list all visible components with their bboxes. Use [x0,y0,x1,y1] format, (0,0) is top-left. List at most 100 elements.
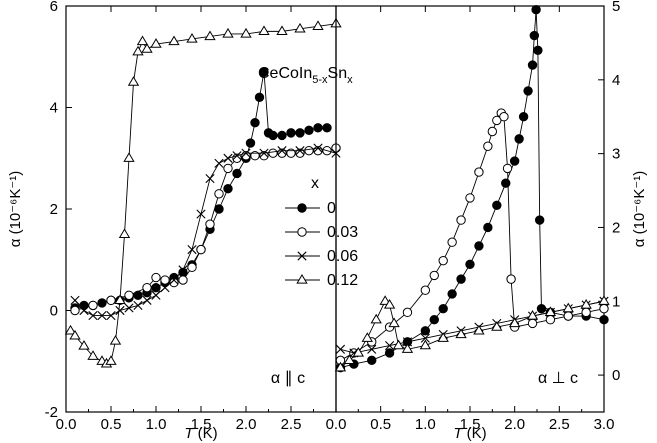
data-point [473,324,485,335]
left-panel: 0.0 0.5 1.0 1.5 2.0 2.5 -2 0 2 4 6 T (K) α (10⁻⁶K⁻¹)… [7,0,353,442]
data-point [304,125,314,136]
data-point [168,35,180,46]
data-point [379,295,391,305]
data-point [420,333,430,343]
panel-annotation: α ⊥ c [538,370,578,387]
data-point [499,112,509,122]
compound-label: CeCoIn5-xSnx [258,65,353,86]
data-point [581,307,591,318]
data-point [527,60,538,70]
data-point [169,277,179,288]
data-point [296,274,308,284]
y-axis-label: α (10⁻⁶K⁻¹) [631,171,648,248]
data-point [544,306,557,316]
data-point [223,153,233,163]
data-point [383,298,396,309]
data-point [268,130,278,141]
data-point [232,151,242,161]
legend-label: 0.03 [327,224,358,241]
y-tick-label: -2 [45,404,58,421]
data-point [429,270,439,281]
data-point [205,173,215,184]
data-point [509,156,520,166]
data-point [286,128,296,138]
data-point [545,315,556,325]
data-point [455,328,467,339]
data-point [367,344,377,354]
data-point [297,227,307,237]
data-point [136,35,149,46]
data-point [508,317,521,328]
x-tick-label: 2.0 [504,416,525,433]
data-point [151,272,161,283]
data-point [492,115,502,126]
x-tick-label: 1.5 [460,416,481,433]
x-tick-label: 2.5 [549,416,570,433]
data-point [465,259,475,270]
x-tick-label: 1.5 [191,416,212,433]
x-tick-label: 0.5 [101,416,122,433]
data-point [127,76,140,86]
data-point [297,203,307,213]
x-axis-label-unit: (K) [463,425,487,442]
data-point [438,303,448,314]
x-tick-label: 0.0 [326,416,347,433]
data-point [534,215,545,225]
data-point [487,126,498,137]
data-point [254,92,265,103]
data-point [483,222,493,233]
data-point [419,339,432,350]
x-tick-label: 2.0 [236,416,257,433]
data-point [401,343,414,353]
data-point [367,355,377,366]
x-axis-label: T (K) [453,425,486,442]
data-point [334,361,347,372]
data-point [151,290,161,300]
data-point [196,244,206,255]
y-tick-label: 0 [612,367,620,384]
data-point [563,311,573,321]
data-point [223,163,233,174]
data-point [114,294,126,304]
data-point [118,228,131,239]
data-point [447,289,457,299]
data-point [533,45,543,55]
y-tick-label: 6 [50,0,58,15]
data-point [88,300,98,311]
data-point [106,310,116,321]
data-point [599,303,609,314]
data-point [437,332,449,342]
data-point [142,282,152,293]
data-point [214,204,224,214]
data-point [506,274,516,284]
data-point [258,25,270,36]
data-point [132,45,144,56]
data-point [222,27,234,38]
legend-label: 0.12 [327,272,358,289]
y-tick-label: 0 [50,303,58,320]
data-point [402,337,413,347]
data-point [526,310,539,320]
data-point [178,265,188,275]
y-tick-label: 3 [612,146,620,163]
data-point [124,303,134,313]
data-point [151,282,161,293]
data-point [160,275,170,285]
data-point [196,209,206,219]
data-point [501,178,511,188]
data-point [141,43,153,53]
data-point [105,355,117,365]
data-point [150,38,162,48]
data-point [456,215,466,225]
right-panel: 0.0 0.5 1.0 1.5 2.0 2.5 3.0 0 1 2 3 4 5 T (K) α (10⁻⁶K… [326,0,648,442]
x-axis-label: T (K) [184,425,217,442]
x-tick-label: 3.0 [594,416,615,433]
compound-part: CeCoIn [258,65,312,82]
data-point [304,145,314,156]
data-point [277,130,287,141]
data-point [518,112,529,122]
y-tick-label: 2 [50,201,58,218]
data-point [492,200,502,211]
data-point [529,30,540,41]
